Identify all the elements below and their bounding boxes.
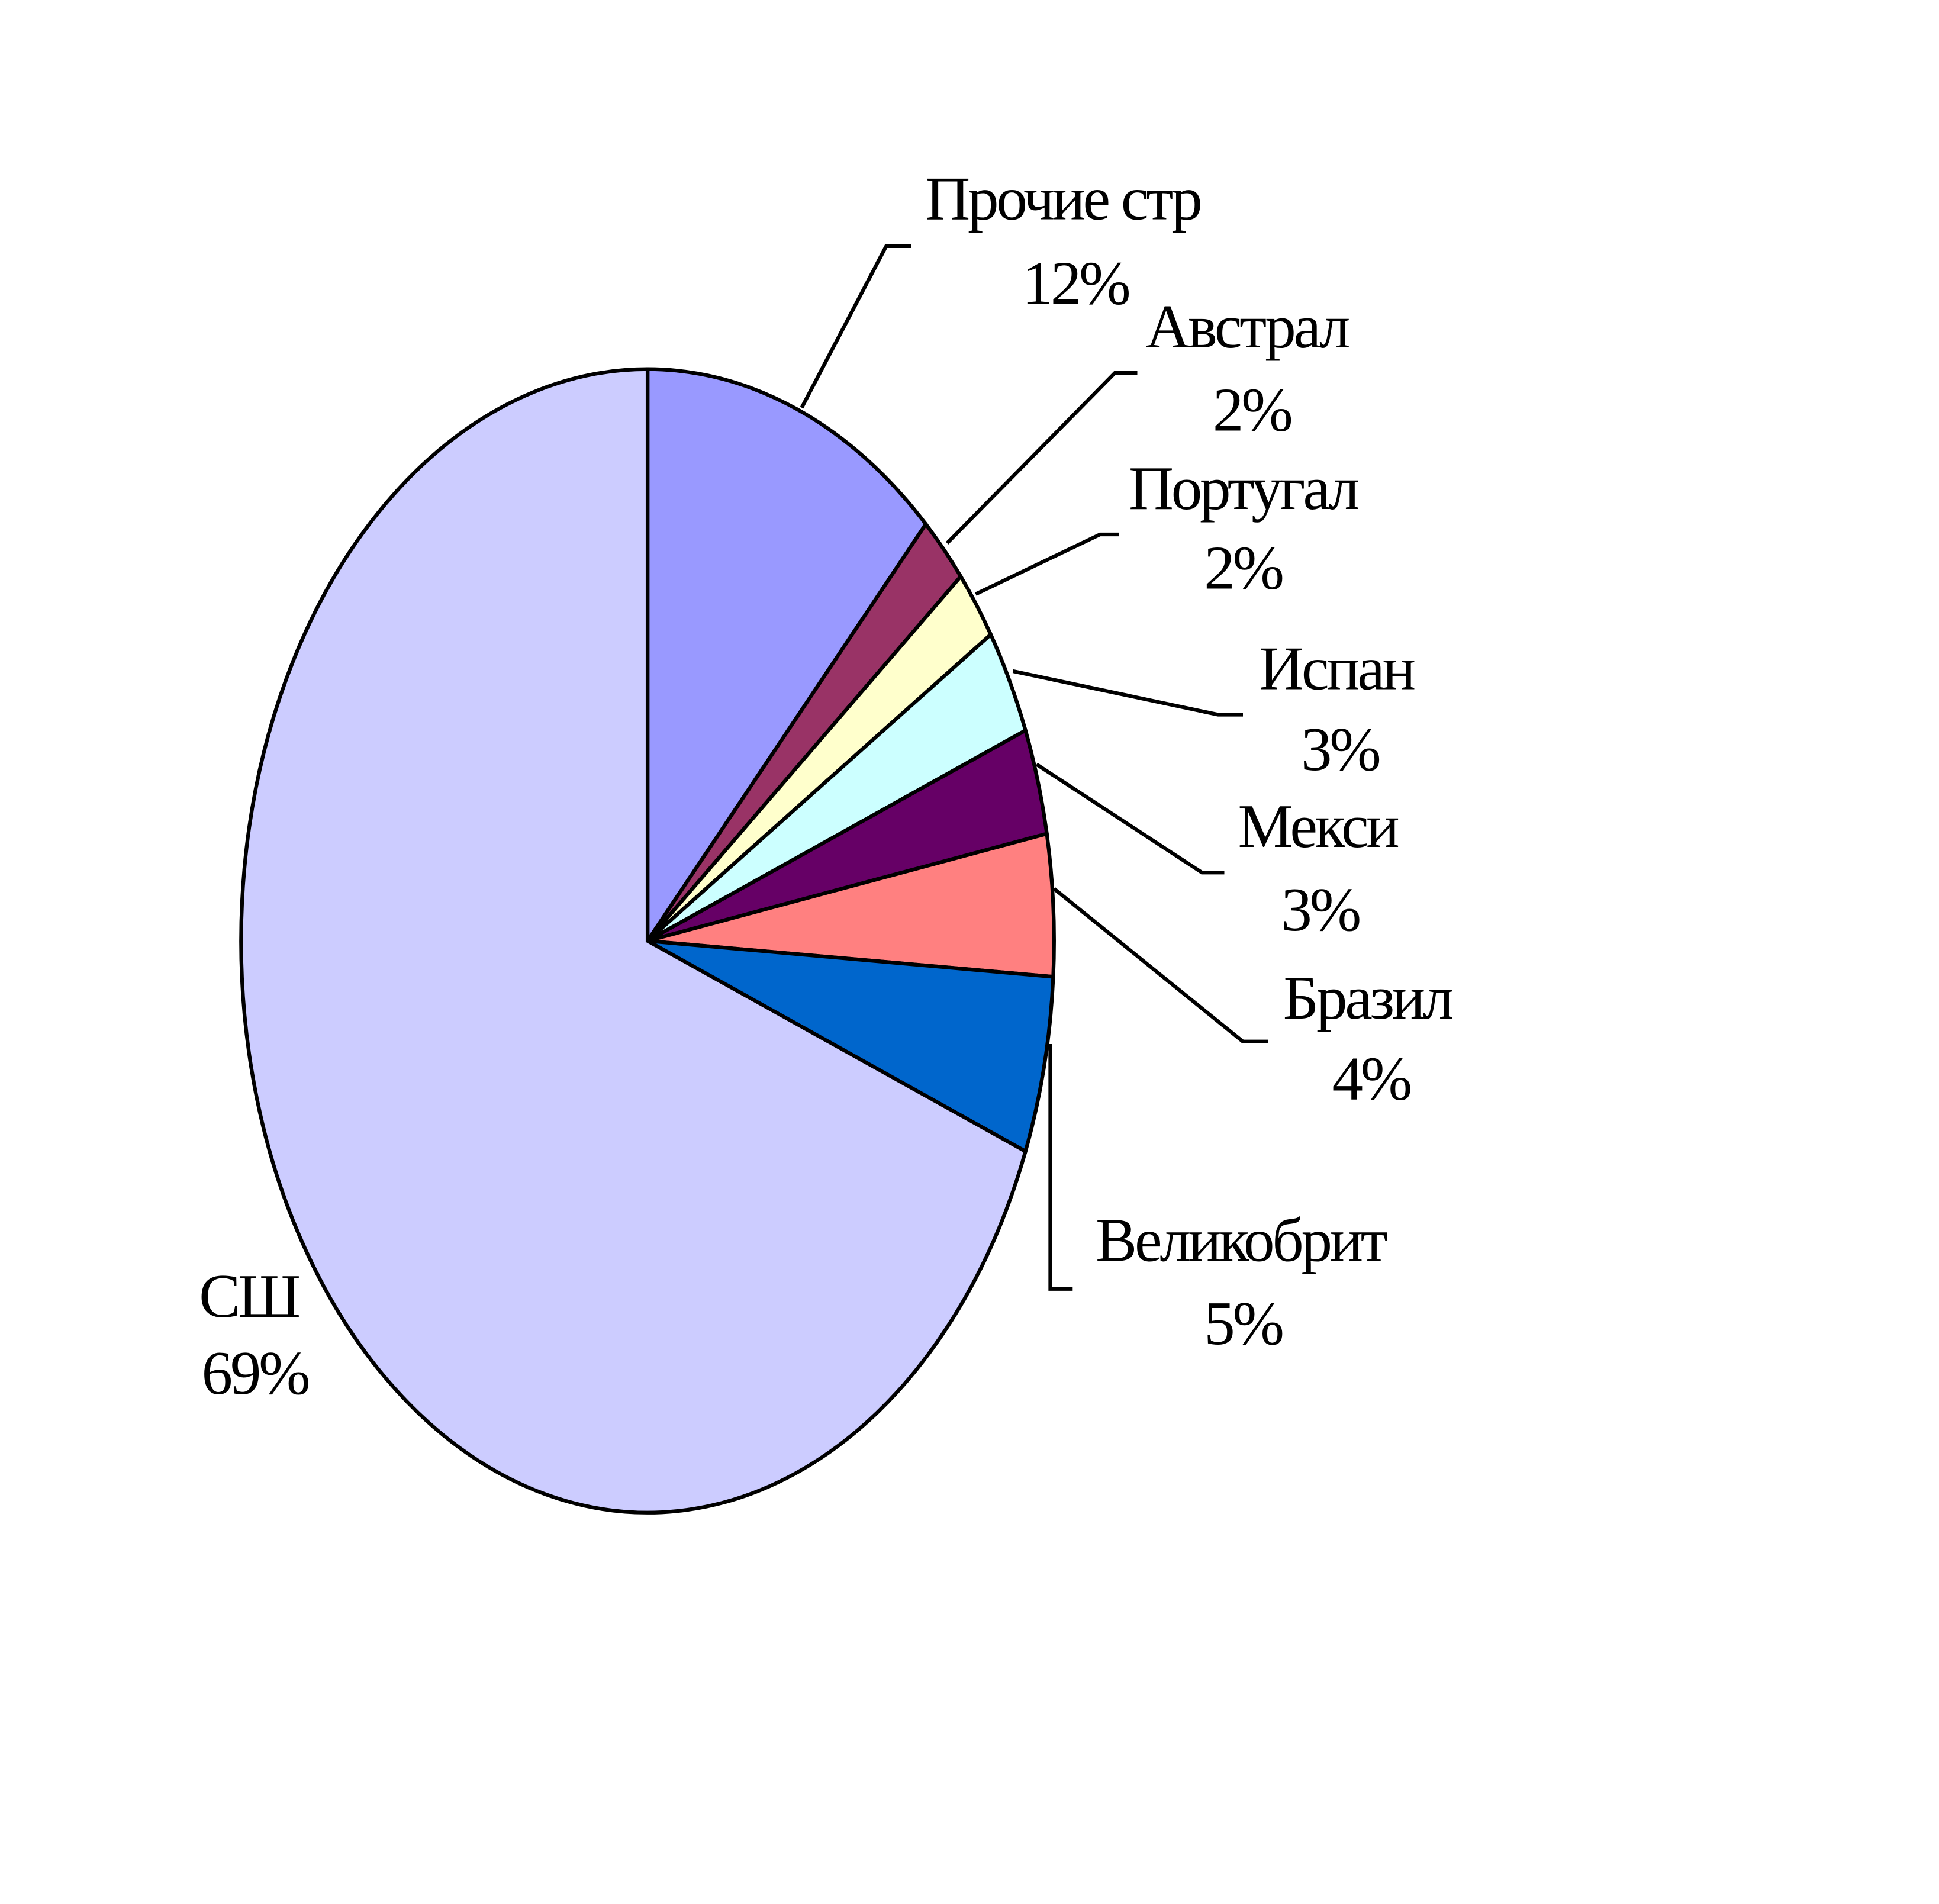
pie-slice <box>239 367 1028 1515</box>
pie-slice <box>646 939 1055 1155</box>
leader-line <box>1012 669 1243 717</box>
leader-line <box>975 532 1119 596</box>
leader-line <box>800 244 911 409</box>
slice-value-label: 2% <box>1204 533 1282 602</box>
pie-slice <box>645 367 929 948</box>
leader-line <box>1052 887 1268 1043</box>
slice-label: Прочие стр <box>925 164 1200 233</box>
slice-label: Мекси <box>1238 791 1399 861</box>
slice-value-label: 3% <box>1301 714 1379 784</box>
leader-line <box>1048 1044 1073 1291</box>
slice-label: СШ <box>199 1261 299 1330</box>
slice-label: Испан <box>1259 633 1414 703</box>
slice-label: Австрал <box>1146 292 1349 361</box>
slice-label: Португал <box>1129 453 1358 523</box>
slice-value-label: 2% <box>1213 375 1291 444</box>
slice-label: Великобрит <box>1096 1205 1387 1274</box>
slice-label: Бразил <box>1283 963 1452 1032</box>
slice-value-label: 4% <box>1332 1043 1410 1113</box>
leader-line <box>945 371 1138 545</box>
slice-value-label: 12% <box>1022 248 1129 317</box>
slice-value-label: 69% <box>202 1338 309 1407</box>
leader-line <box>1035 762 1225 875</box>
slice-value-label: 3% <box>1281 875 1359 944</box>
pie-slice <box>647 831 1056 979</box>
slice-value-label: 5% <box>1204 1288 1282 1358</box>
